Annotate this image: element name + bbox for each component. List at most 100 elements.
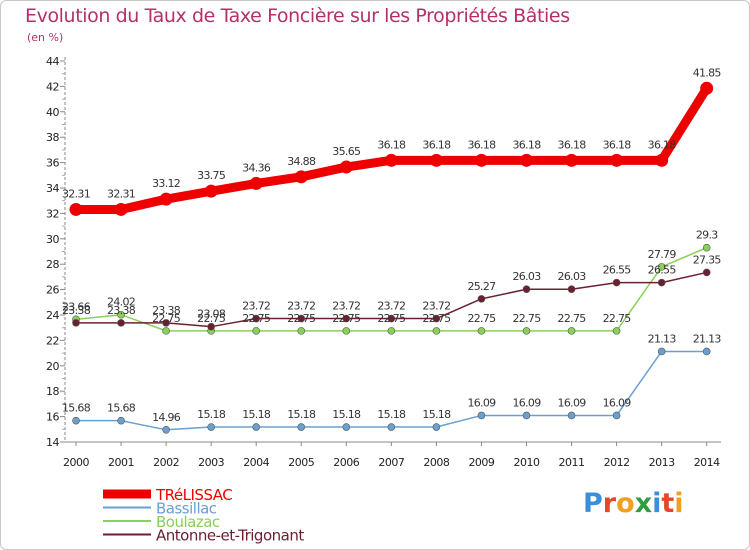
data-point: [657, 263, 666, 271]
data-point: [162, 426, 170, 434]
data-label: 26.03: [558, 270, 587, 283]
x-tick-label: 2011: [559, 456, 585, 469]
data-label: 27.35: [693, 253, 722, 266]
data-label: 36.18: [467, 138, 496, 151]
data-point: [342, 327, 351, 335]
data-label: 33.12: [152, 177, 180, 190]
data-label: 23.72: [422, 300, 450, 313]
data-label: 15.68: [107, 402, 136, 415]
data-label: 36.18: [377, 138, 406, 151]
data-point: [702, 268, 711, 277]
data-label: 25.27: [467, 280, 496, 293]
data-label: 22.75: [603, 312, 632, 325]
data-point: [162, 327, 170, 335]
x-tick-label: 2001: [108, 456, 134, 469]
x-tick-label: 2000: [63, 456, 89, 469]
data-point: [565, 153, 579, 167]
data-label: 29.3: [696, 229, 718, 242]
data-label: 14.96: [152, 411, 181, 424]
data-label: 35.65: [332, 145, 361, 158]
data-label: 23.08: [197, 308, 226, 321]
data-label: 22.75: [197, 312, 226, 325]
data-label: 15.18: [242, 408, 271, 421]
y-tick-label: 16: [46, 411, 59, 424]
x-tick-label: 2013: [649, 456, 675, 469]
data-point: [702, 347, 711, 356]
data-label: 23.66: [62, 300, 91, 313]
data-label: 23.38: [62, 304, 91, 317]
x-tick-label: 2008: [423, 456, 449, 469]
data-point: [117, 319, 125, 327]
data-point: [252, 327, 260, 335]
data-label: 22.75: [287, 312, 316, 325]
data-point: [655, 153, 669, 167]
data-label: 16.09: [513, 396, 542, 409]
legend-label: TRéLISSAC: [155, 486, 232, 504]
x-tick-label: 2005: [288, 456, 314, 469]
data-label: 23.38: [107, 304, 136, 317]
data-label: 23.72: [332, 300, 360, 313]
data-point: [700, 81, 714, 95]
legend-label: Antonne-et-Trigonant: [156, 527, 304, 545]
data-label: 24.02: [107, 296, 135, 309]
data-point: [297, 423, 306, 431]
data-point: [612, 278, 621, 287]
data-label: 16.09: [558, 396, 587, 409]
logo-letter: x: [634, 488, 653, 519]
data-label: 15.18: [422, 408, 451, 421]
data-label: 23.72: [242, 300, 270, 313]
data-point: [207, 423, 215, 431]
data-label: 22.75: [422, 312, 451, 325]
data-point: [477, 295, 486, 303]
data-point: [474, 153, 488, 167]
data-point: [117, 310, 125, 319]
y-tick-label: 14: [46, 436, 59, 449]
data-label: 34.88: [287, 155, 316, 168]
data-point: [657, 347, 666, 356]
data-point: [522, 285, 531, 294]
data-label: 21.13: [693, 332, 722, 345]
x-tick-label: 2006: [333, 456, 359, 469]
data-point: [567, 285, 576, 294]
data-label: 22.75: [152, 312, 181, 325]
y-tick-label: 18: [46, 385, 59, 398]
data-point: [387, 423, 396, 431]
y-tick-label: 26: [46, 284, 59, 297]
y-tick-label: 36: [46, 157, 59, 170]
data-label: 15.68: [62, 402, 91, 415]
data-label: 21.13: [648, 332, 677, 345]
logo-letter: t: [661, 488, 675, 519]
y-tick-label: 42: [46, 80, 59, 93]
y-tick-label: 20: [46, 360, 59, 373]
data-point: [72, 416, 80, 425]
data-label: 15.18: [197, 408, 226, 421]
y-tick-label: 22: [46, 334, 59, 347]
data-label: 22.75: [513, 312, 542, 325]
data-point: [477, 327, 486, 335]
logo-letter: o: [616, 488, 635, 519]
data-point: [297, 314, 306, 323]
data-point: [429, 153, 443, 167]
chart-title: Evolution du Taux de Taxe Foncière sur l…: [25, 5, 570, 27]
data-point: [432, 327, 441, 335]
data-label: 22.75: [332, 312, 361, 325]
x-tick-label: 2010: [514, 456, 540, 469]
data-point: [432, 314, 441, 323]
data-point: [159, 192, 173, 206]
y-tick-label: 28: [46, 258, 59, 271]
data-label: 15.18: [287, 408, 316, 421]
data-label: 34.36: [242, 161, 271, 174]
data-point: [477, 411, 486, 420]
data-point: [117, 416, 125, 425]
data-label: 32.31: [62, 187, 90, 200]
data-point: [252, 314, 260, 323]
y-tick-label: 38: [46, 131, 59, 144]
data-label: 27.79: [648, 248, 677, 261]
data-point: [162, 319, 170, 327]
legend-label: Bassillac: [156, 500, 217, 518]
data-point: [432, 423, 441, 431]
x-tick-label: 2002: [153, 456, 179, 469]
data-label: 15.18: [377, 408, 406, 421]
x-tick-label: 2012: [604, 456, 630, 469]
logo-letter: r: [602, 488, 617, 519]
